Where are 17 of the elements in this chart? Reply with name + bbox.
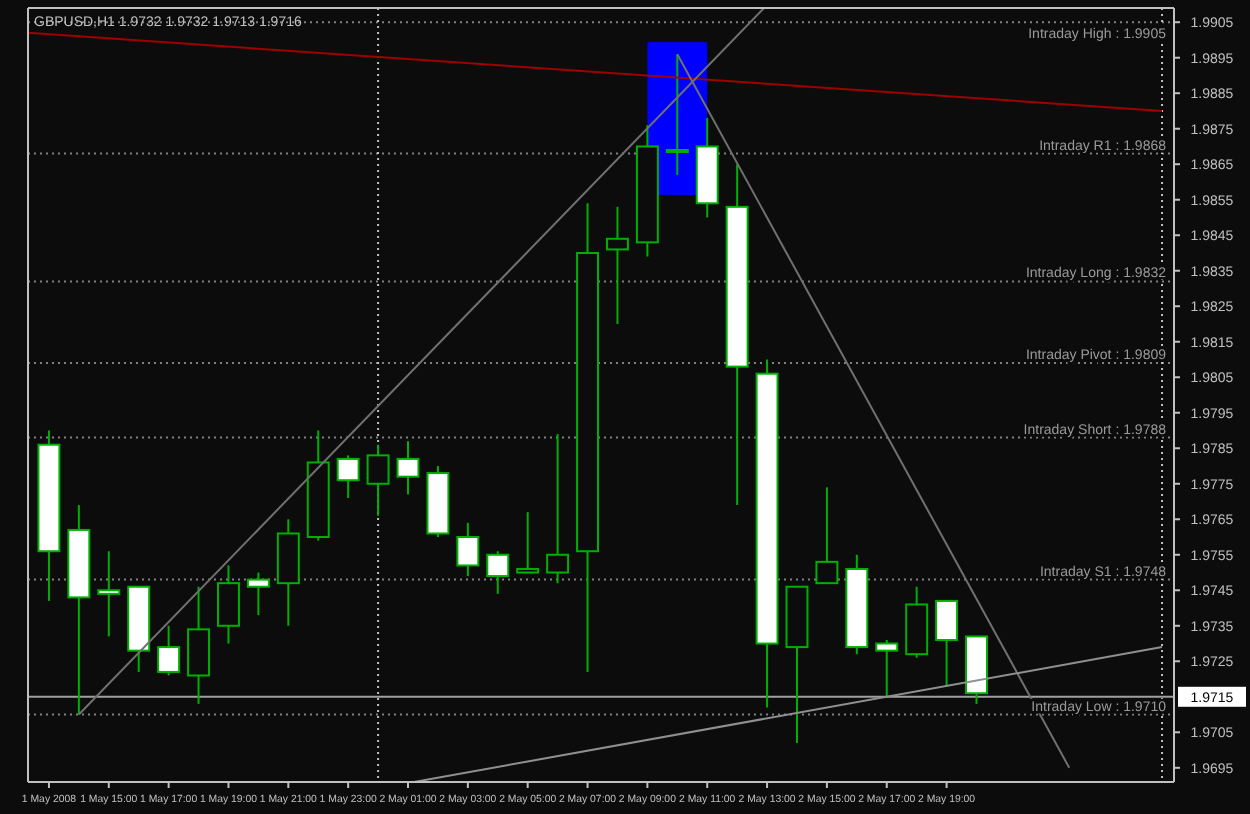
candlestick <box>456 521 480 578</box>
candlestick <box>935 599 959 688</box>
candlestick <box>486 550 510 595</box>
candlestick <box>336 454 360 499</box>
candlestick <box>516 511 540 574</box>
candlestick <box>246 571 270 617</box>
candlestick <box>396 440 420 496</box>
candlestick <box>815 486 839 585</box>
candlestick <box>366 443 390 517</box>
candlestick <box>97 550 121 638</box>
candlestick <box>187 585 211 705</box>
candlestick <box>875 638 899 698</box>
candlestick <box>157 624 181 677</box>
candlestick <box>665 53 689 176</box>
candlestick <box>546 433 570 585</box>
candlestick <box>605 205 629 325</box>
candlestick <box>217 564 240 645</box>
